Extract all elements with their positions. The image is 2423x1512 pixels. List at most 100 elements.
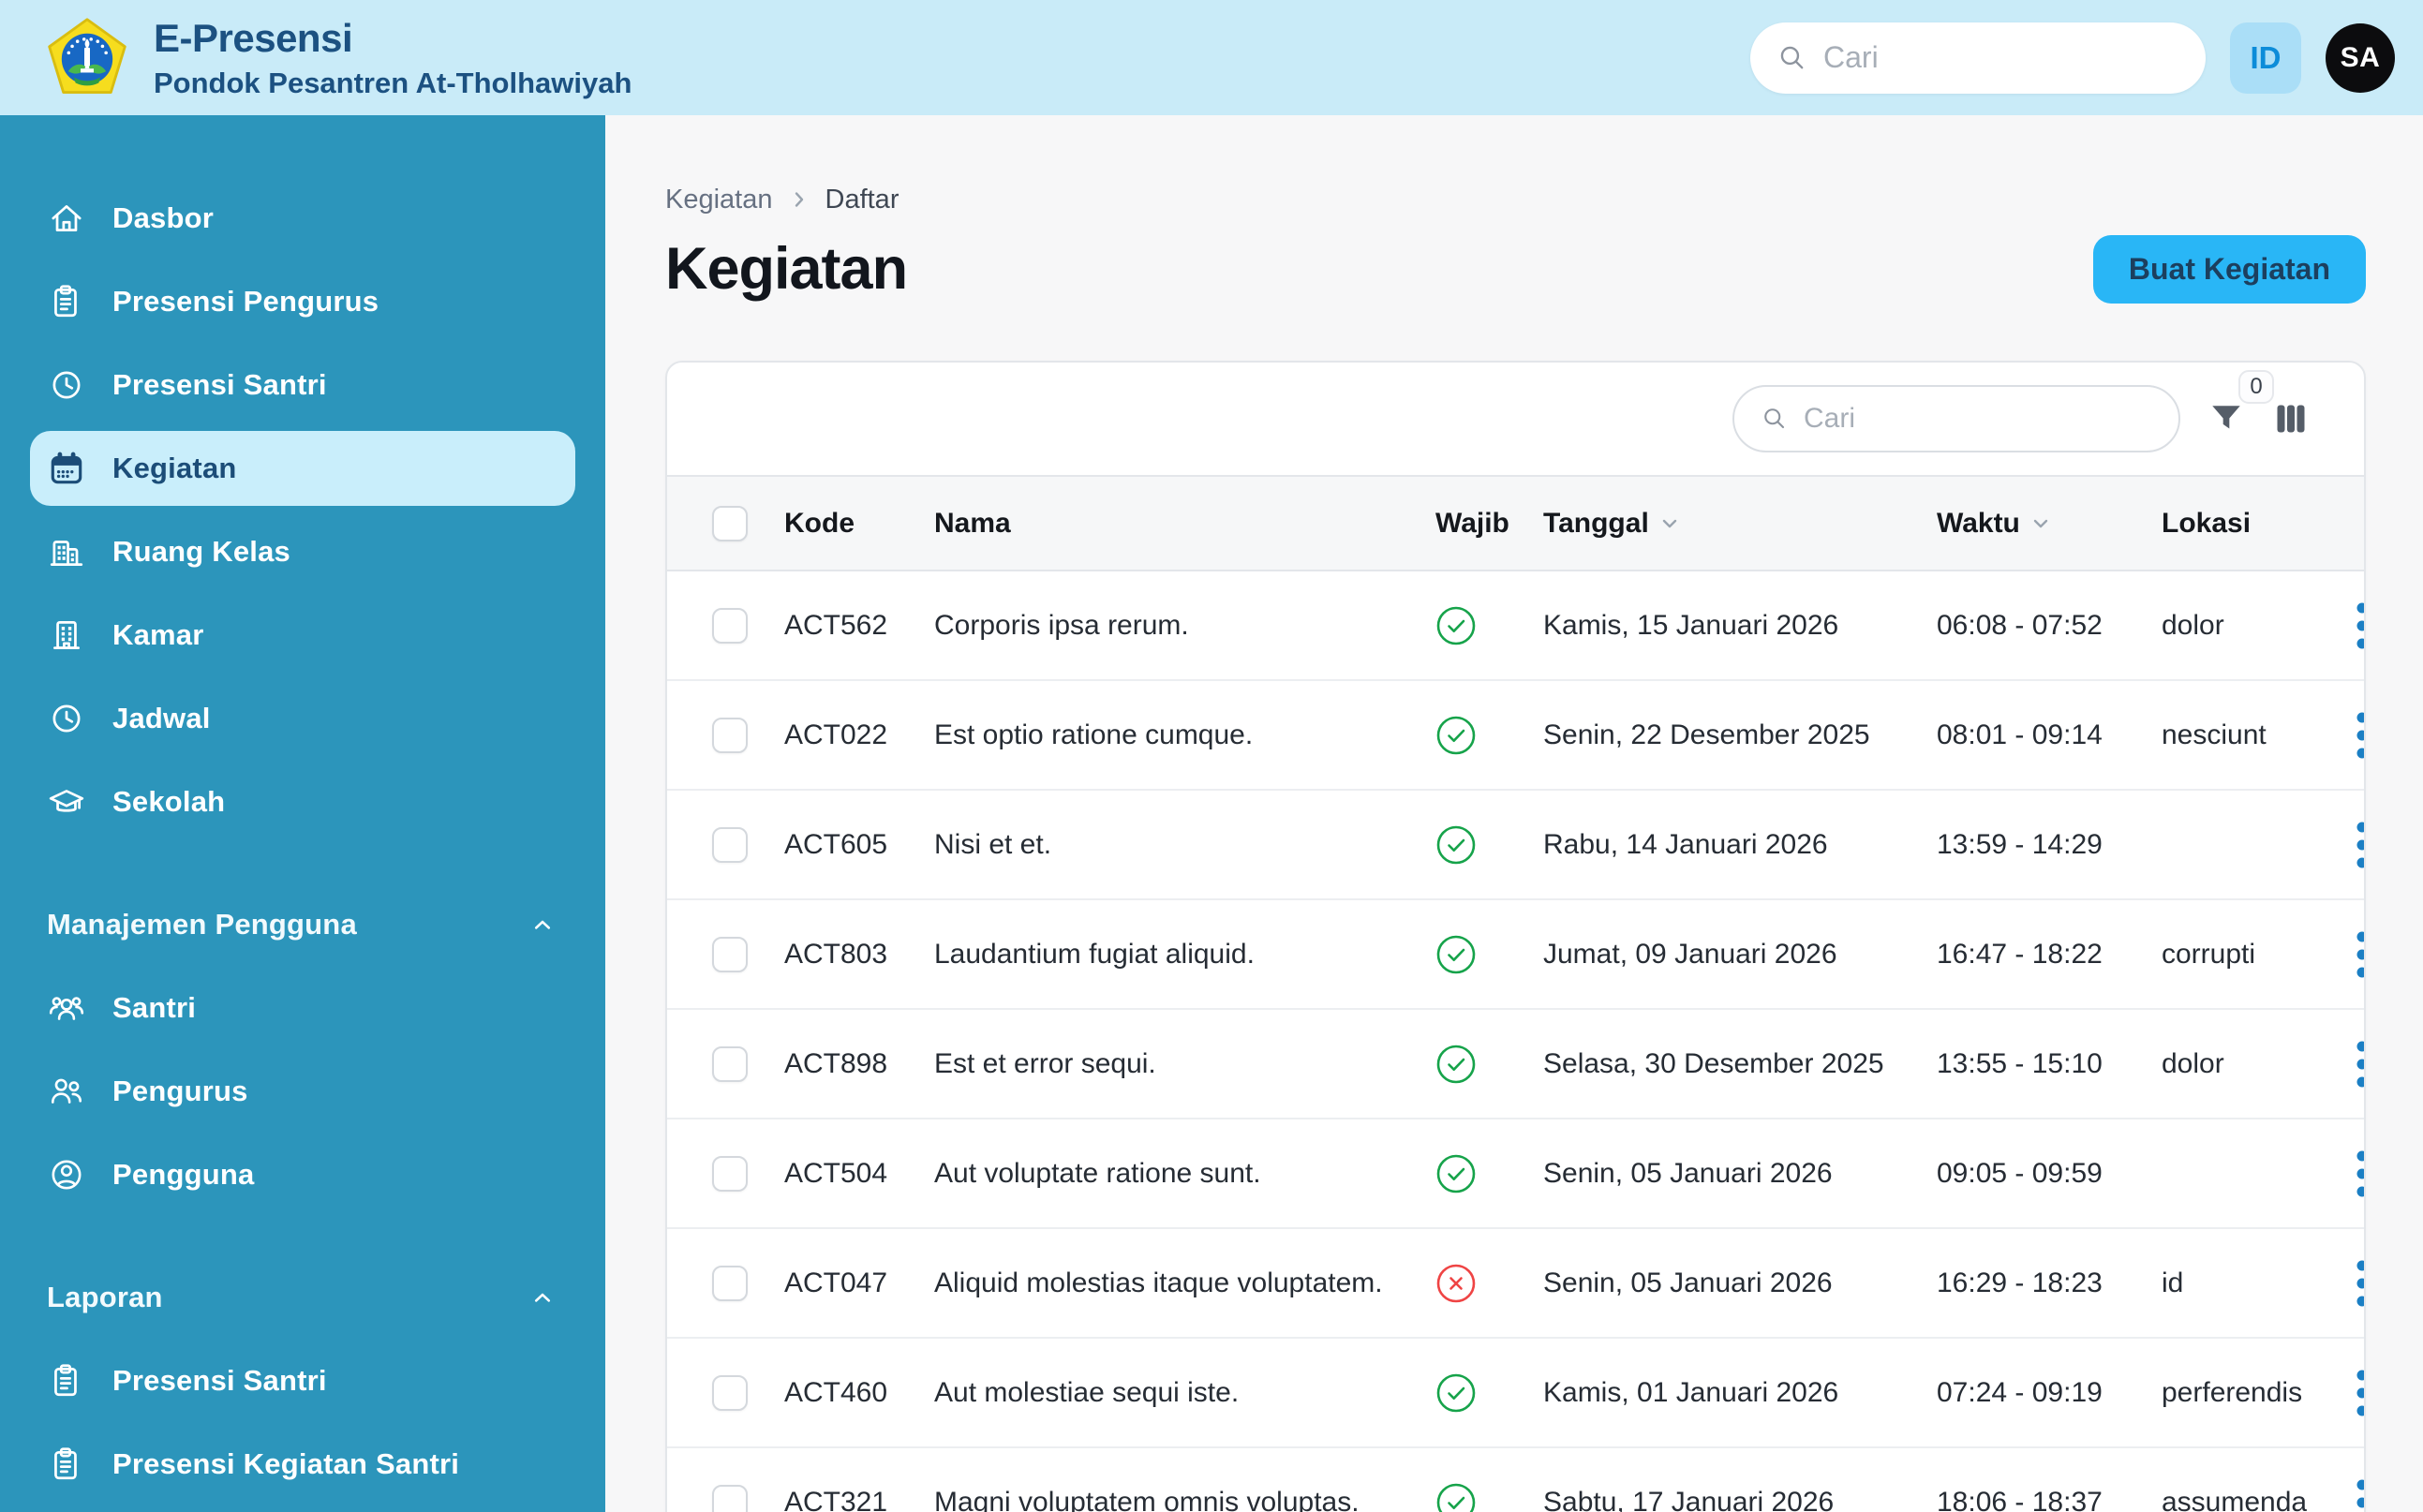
cell-wajib bbox=[1435, 605, 1543, 646]
global-search[interactable] bbox=[1750, 22, 2217, 94]
cell-waktu: 16:29 - 18:23 bbox=[1937, 1267, 2103, 1298]
cell-nama: Est et error sequi. bbox=[934, 1047, 1156, 1079]
cell-wajib bbox=[1435, 1482, 1543, 1512]
wajib-check-icon bbox=[1435, 1372, 1477, 1414]
sidebar-item-kegiatan[interactable]: Kegiatan bbox=[30, 431, 575, 506]
cell-nama: Aut voluptate ratione sunt. bbox=[934, 1157, 1261, 1189]
row-checkbox[interactable] bbox=[712, 936, 748, 972]
cell-waktu: 09:05 - 09:59 bbox=[1937, 1157, 2103, 1189]
row-actions-menu[interactable] bbox=[2355, 1149, 2366, 1199]
search-icon bbox=[1761, 405, 1789, 433]
table-search[interactable] bbox=[1732, 385, 2180, 452]
cell-waktu: 06:08 - 07:52 bbox=[1937, 609, 2103, 641]
sidebar-item-pengurus[interactable]: Pengurus bbox=[30, 1054, 575, 1129]
filter-button[interactable]: 0 bbox=[2208, 370, 2274, 437]
global-search-input[interactable] bbox=[1823, 40, 2217, 75]
table-row: ACT321 Magni voluptatem omnis voluptas. … bbox=[667, 1448, 2364, 1512]
column-header-waktu[interactable]: Waktu bbox=[1937, 508, 2162, 540]
column-header-tanggal[interactable]: Tanggal bbox=[1543, 508, 1937, 540]
table-toolbar: 0 bbox=[667, 363, 2364, 475]
row-actions-menu[interactable] bbox=[2355, 710, 2366, 761]
header-actions: ID SA bbox=[1750, 22, 2395, 94]
cell-kode: ACT504 bbox=[784, 1157, 888, 1189]
breadcrumb-kegiatan[interactable]: Kegiatan bbox=[665, 184, 773, 215]
row-checkbox[interactable] bbox=[712, 1045, 748, 1082]
table-row: ACT605 Nisi et et. Rabu, 14 Januari 2026… bbox=[667, 791, 2364, 900]
sidebar-item-dasbor[interactable]: Dasbor bbox=[30, 181, 575, 256]
sidebar-item-presensi-santri[interactable]: Presensi Santri bbox=[30, 1343, 575, 1418]
row-checkbox[interactable] bbox=[712, 1155, 748, 1192]
row-actions-menu[interactable] bbox=[2355, 1368, 2366, 1418]
clipboard-icon bbox=[47, 1445, 86, 1484]
table-row: ACT898 Est et error sequi. Selasa, 30 De… bbox=[667, 1010, 2364, 1119]
sidebar-item-jadwal[interactable]: Jadwal bbox=[30, 681, 575, 756]
cell-kode: ACT898 bbox=[784, 1047, 888, 1079]
sidebar-item-kamar[interactable]: Kamar bbox=[30, 598, 575, 673]
row-checkbox[interactable] bbox=[712, 717, 748, 753]
language-button[interactable]: ID bbox=[2230, 22, 2301, 94]
app-header: E-Presensi Pondok Pesantren At-Tholhawiy… bbox=[0, 0, 2423, 115]
cell-lokasi: nesciunt bbox=[2162, 719, 2267, 750]
wajib-check-icon bbox=[1435, 1044, 1477, 1085]
cell-waktu: 13:59 - 14:29 bbox=[1937, 828, 2103, 860]
cell-nama: Magni voluptatem omnis voluptas. bbox=[934, 1486, 1360, 1512]
sidebar-section-laporan[interactable]: Laporan bbox=[30, 1279, 575, 1316]
sidebar-item-pengguna[interactable]: Pengguna bbox=[30, 1137, 575, 1212]
row-checkbox[interactable] bbox=[712, 1265, 748, 1301]
cell-lokasi: assumenda bbox=[2162, 1486, 2308, 1512]
cell-tanggal: Selasa, 30 Desember 2025 bbox=[1543, 1047, 1884, 1079]
row-actions-menu[interactable] bbox=[2355, 929, 2366, 980]
cell-waktu: 13:55 - 15:10 bbox=[1937, 1047, 2103, 1079]
row-checkbox[interactable] bbox=[712, 607, 748, 644]
cell-tanggal: Kamis, 15 Januari 2026 bbox=[1543, 609, 1839, 641]
cell-nama: Nisi et et. bbox=[934, 828, 1052, 860]
cell-tanggal: Sabtu, 17 Januari 2026 bbox=[1543, 1486, 1835, 1512]
cell-kode: ACT047 bbox=[784, 1267, 888, 1298]
row-checkbox[interactable] bbox=[712, 1484, 748, 1512]
sidebar-item-ruang-kelas[interactable]: Ruang Kelas bbox=[30, 514, 575, 589]
app-name: E-Presensi bbox=[154, 15, 353, 60]
row-checkbox[interactable] bbox=[712, 826, 748, 863]
cell-tanggal: Jumat, 09 Januari 2026 bbox=[1543, 938, 1837, 970]
sidebar-nav: Dasbor Presensi Pengurus Presensi Santri… bbox=[30, 181, 575, 1502]
row-actions-menu[interactable] bbox=[2355, 1039, 2366, 1090]
cell-wajib bbox=[1435, 824, 1543, 866]
wajib-check-icon bbox=[1435, 1482, 1477, 1512]
cell-nama: Laudantium fugiat aliquid. bbox=[934, 938, 1255, 970]
sidebar-item-presensi-pengurus[interactable]: Presensi Pengurus bbox=[30, 264, 575, 339]
cell-waktu: 07:24 - 09:19 bbox=[1937, 1376, 2103, 1408]
sidebar-item-sekolah[interactable]: Sekolah bbox=[30, 764, 575, 839]
cell-nama: Corporis ipsa rerum. bbox=[934, 609, 1189, 641]
sidebar-section-manajemen-pengguna[interactable]: Manajemen Pengguna bbox=[30, 906, 575, 943]
users-group-icon bbox=[47, 988, 86, 1028]
sidebar-item-presensi-santri[interactable]: Presensi Santri bbox=[30, 348, 575, 422]
cell-kode: ACT460 bbox=[784, 1376, 888, 1408]
kebab-menu-icon bbox=[2355, 1258, 2366, 1309]
kebab-menu-icon bbox=[2355, 710, 2366, 761]
cell-lokasi: dolor bbox=[2162, 609, 2224, 641]
columns-button[interactable] bbox=[2272, 400, 2310, 437]
row-checkbox[interactable] bbox=[712, 1374, 748, 1411]
user-avatar[interactable]: SA bbox=[2326, 22, 2395, 93]
table-row: ACT460 Aut molestiae sequi iste. Kamis, … bbox=[667, 1339, 2364, 1448]
page-title: Kegiatan bbox=[665, 236, 908, 302]
cell-wajib bbox=[1435, 715, 1543, 756]
sidebar-item-presensi-kegiatan-santri[interactable]: Presensi Kegiatan Santri bbox=[30, 1427, 575, 1502]
cell-kode: ACT605 bbox=[784, 828, 888, 860]
cell-wajib bbox=[1435, 1263, 1543, 1304]
row-actions-menu[interactable] bbox=[2355, 1477, 2366, 1512]
row-actions-menu[interactable] bbox=[2355, 1258, 2366, 1309]
clock-icon bbox=[47, 365, 86, 405]
chevron-up-icon bbox=[527, 909, 558, 941]
create-activity-button[interactable]: Buat Kegiatan bbox=[2092, 234, 2366, 304]
cell-lokasi: dolor bbox=[2162, 1047, 2224, 1079]
sidebar-item-santri[interactable]: Santri bbox=[30, 971, 575, 1045]
select-all-checkbox[interactable] bbox=[712, 505, 748, 541]
row-actions-menu[interactable] bbox=[2355, 600, 2366, 651]
chevron-down-icon bbox=[1658, 512, 1681, 535]
cell-tanggal: Senin, 22 Desember 2025 bbox=[1543, 719, 1870, 750]
calendar-icon bbox=[47, 449, 86, 488]
table-search-input[interactable] bbox=[1804, 403, 2165, 435]
row-actions-menu[interactable] bbox=[2355, 820, 2366, 870]
cell-tanggal: Rabu, 14 Januari 2026 bbox=[1543, 828, 1828, 860]
